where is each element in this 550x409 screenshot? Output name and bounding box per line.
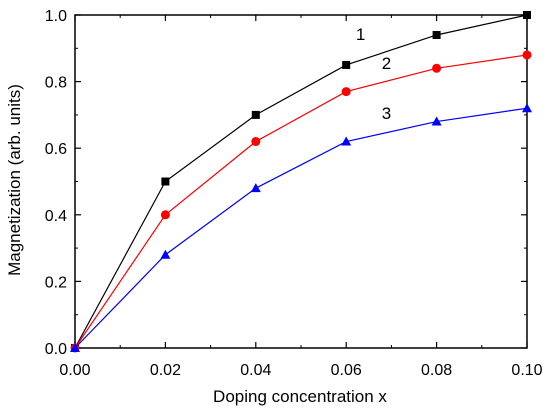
series-3-point bbox=[522, 103, 532, 113]
series-label-2: 2 bbox=[382, 54, 391, 73]
y-tick-label: 0.0 bbox=[45, 341, 67, 358]
y-tick-label: 0.4 bbox=[45, 208, 67, 225]
series-3-point bbox=[341, 136, 352, 146]
series-3-point bbox=[250, 183, 261, 193]
series-1-point bbox=[161, 177, 170, 186]
series-2-point bbox=[432, 63, 442, 73]
series-1-point bbox=[432, 30, 441, 39]
series-3-point bbox=[70, 343, 80, 352]
series-1-point bbox=[342, 60, 351, 69]
x-tick-label: 0.06 bbox=[331, 362, 362, 379]
series-3-line bbox=[74, 107, 528, 349]
series-3-point bbox=[160, 249, 171, 259]
x-tick-label: 0.10 bbox=[511, 362, 542, 379]
series-label-3: 3 bbox=[382, 104, 391, 123]
series-1-line bbox=[74, 14, 528, 349]
series-2-point bbox=[160, 210, 170, 220]
series-2-point bbox=[341, 87, 351, 97]
series-1-point bbox=[523, 11, 531, 19]
y-tick-label: 0.6 bbox=[45, 141, 67, 158]
x-axis-title: Doping concentration x bbox=[213, 387, 387, 406]
x-tick-label: 0.04 bbox=[240, 362, 271, 379]
series-3-point bbox=[431, 116, 442, 126]
series-1-point bbox=[251, 110, 260, 119]
x-tick-label: 0.08 bbox=[421, 362, 452, 379]
series-2-point bbox=[522, 50, 532, 60]
series-label-1: 1 bbox=[356, 25, 365, 44]
series-2-point bbox=[251, 137, 261, 147]
x-tick-label: 0.00 bbox=[59, 362, 90, 379]
series-2-line bbox=[74, 54, 528, 349]
y-axis-title: Magnetization (arb. units) bbox=[5, 84, 24, 276]
y-tick-label: 0.8 bbox=[45, 75, 67, 92]
x-tick-label: 0.02 bbox=[150, 362, 181, 379]
y-tick-label: 1.0 bbox=[45, 8, 67, 25]
plot-area: 0.00 0.02 0.04 0.06 0.08 0.10 0.0 0.2 0.4 0.6 0.8 1… bbox=[45, 8, 543, 379]
y-tick-label: 0.2 bbox=[45, 274, 67, 291]
